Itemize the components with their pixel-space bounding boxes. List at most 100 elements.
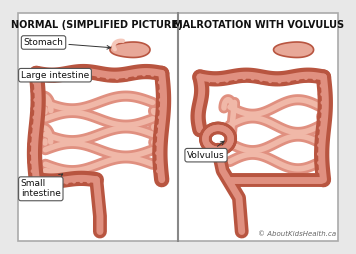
Circle shape bbox=[158, 115, 162, 119]
Circle shape bbox=[65, 180, 69, 184]
Circle shape bbox=[103, 73, 112, 82]
Circle shape bbox=[30, 142, 34, 146]
Circle shape bbox=[133, 73, 137, 77]
Circle shape bbox=[204, 77, 213, 86]
Circle shape bbox=[59, 72, 68, 81]
Circle shape bbox=[318, 98, 327, 107]
Circle shape bbox=[30, 151, 34, 155]
Circle shape bbox=[96, 74, 101, 78]
FancyBboxPatch shape bbox=[18, 13, 338, 241]
Circle shape bbox=[31, 104, 40, 113]
Circle shape bbox=[39, 179, 48, 188]
Circle shape bbox=[231, 74, 240, 84]
Circle shape bbox=[52, 76, 56, 80]
Circle shape bbox=[158, 89, 163, 93]
Circle shape bbox=[27, 139, 37, 149]
Circle shape bbox=[77, 70, 86, 79]
Circle shape bbox=[320, 84, 324, 88]
Circle shape bbox=[293, 74, 302, 84]
Circle shape bbox=[240, 73, 249, 83]
Circle shape bbox=[30, 78, 39, 87]
Circle shape bbox=[153, 131, 163, 140]
Circle shape bbox=[158, 107, 163, 111]
Circle shape bbox=[122, 72, 131, 81]
Circle shape bbox=[268, 79, 272, 83]
Circle shape bbox=[216, 80, 220, 84]
Circle shape bbox=[251, 76, 255, 80]
Circle shape bbox=[33, 107, 37, 111]
Circle shape bbox=[225, 78, 229, 83]
Text: Volvulus: Volvulus bbox=[187, 141, 225, 160]
Circle shape bbox=[213, 77, 222, 86]
Circle shape bbox=[156, 169, 160, 173]
Circle shape bbox=[88, 73, 92, 77]
Circle shape bbox=[156, 160, 159, 164]
Polygon shape bbox=[110, 42, 150, 57]
Circle shape bbox=[314, 150, 324, 158]
Circle shape bbox=[248, 74, 257, 83]
Circle shape bbox=[156, 104, 165, 113]
Circle shape bbox=[315, 158, 324, 167]
Circle shape bbox=[31, 169, 35, 173]
Circle shape bbox=[30, 113, 39, 122]
Text: MALROTATION WITH VOLVULUS: MALROTATION WITH VOLVULUS bbox=[173, 20, 345, 30]
Circle shape bbox=[140, 70, 148, 79]
Circle shape bbox=[32, 115, 37, 119]
Circle shape bbox=[94, 72, 103, 81]
Circle shape bbox=[40, 73, 49, 82]
Text: NORMAL (SIMPLIFIED PICTURE): NORMAL (SIMPLIFIED PICTURE) bbox=[11, 20, 183, 30]
Circle shape bbox=[70, 73, 75, 77]
Circle shape bbox=[115, 76, 119, 80]
Circle shape bbox=[259, 78, 263, 82]
Circle shape bbox=[222, 76, 231, 85]
Circle shape bbox=[316, 123, 325, 133]
Circle shape bbox=[142, 72, 146, 76]
Circle shape bbox=[310, 74, 319, 83]
Circle shape bbox=[206, 79, 210, 83]
Circle shape bbox=[69, 177, 79, 186]
Circle shape bbox=[28, 167, 37, 176]
Circle shape bbox=[153, 139, 162, 149]
Circle shape bbox=[50, 73, 59, 82]
Circle shape bbox=[124, 75, 129, 79]
Circle shape bbox=[317, 161, 321, 165]
Circle shape bbox=[319, 126, 323, 130]
Circle shape bbox=[33, 98, 37, 102]
Circle shape bbox=[57, 181, 61, 185]
Circle shape bbox=[315, 132, 324, 141]
Circle shape bbox=[302, 73, 310, 83]
Circle shape bbox=[42, 181, 46, 185]
Circle shape bbox=[155, 78, 164, 87]
Circle shape bbox=[77, 177, 86, 186]
Circle shape bbox=[287, 78, 291, 83]
Circle shape bbox=[31, 96, 40, 104]
Circle shape bbox=[318, 90, 327, 99]
Circle shape bbox=[156, 142, 159, 146]
Circle shape bbox=[43, 75, 47, 80]
Circle shape bbox=[318, 107, 327, 116]
Circle shape bbox=[155, 151, 159, 155]
Circle shape bbox=[317, 115, 326, 124]
Circle shape bbox=[317, 143, 321, 147]
Circle shape bbox=[79, 72, 83, 76]
Circle shape bbox=[131, 71, 140, 80]
Circle shape bbox=[153, 167, 163, 176]
Circle shape bbox=[31, 87, 40, 96]
Circle shape bbox=[106, 75, 110, 80]
Circle shape bbox=[234, 77, 238, 81]
Circle shape bbox=[284, 76, 293, 85]
Circle shape bbox=[31, 133, 35, 137]
Circle shape bbox=[87, 179, 91, 183]
Circle shape bbox=[156, 96, 166, 104]
Text: Stomach: Stomach bbox=[23, 38, 111, 49]
Circle shape bbox=[72, 179, 76, 183]
Circle shape bbox=[62, 75, 66, 79]
Circle shape bbox=[295, 77, 299, 81]
Circle shape bbox=[304, 76, 308, 80]
Circle shape bbox=[33, 89, 37, 93]
Text: © AboutKidsHealth.ca: © AboutKidsHealth.ca bbox=[258, 231, 336, 237]
Circle shape bbox=[84, 177, 93, 186]
Text: Large intestine: Large intestine bbox=[21, 71, 89, 80]
Circle shape bbox=[315, 167, 324, 176]
Circle shape bbox=[151, 73, 155, 77]
